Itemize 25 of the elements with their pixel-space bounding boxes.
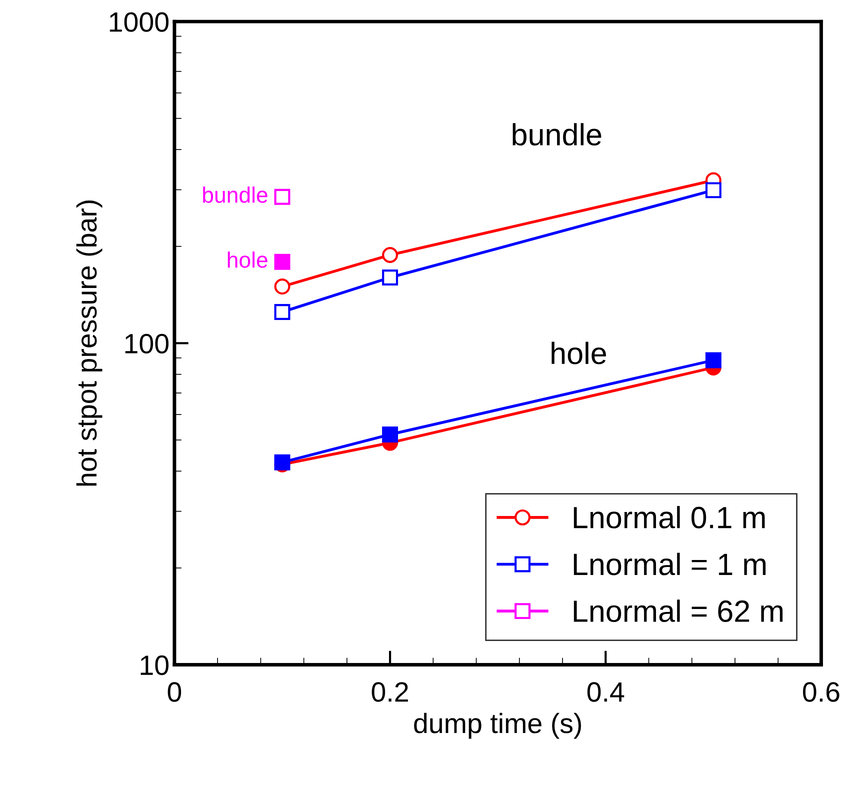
point <box>274 278 290 295</box>
point <box>274 304 290 320</box>
point <box>382 426 398 442</box>
x-tick-label: 0.4 <box>587 682 624 702</box>
legend-label: Lnormal = 62 m <box>574 600 783 622</box>
point <box>274 188 290 205</box>
annotation: hole <box>552 342 606 364</box>
annotation: bundle <box>512 123 602 146</box>
annotation: bundle <box>203 186 268 203</box>
legend-label: Lnormal = 1 m <box>574 552 766 576</box>
point <box>705 182 722 198</box>
point <box>382 270 398 286</box>
x-tick-label: 0 <box>168 682 182 702</box>
point <box>274 254 290 270</box>
x-tick-label: 0.6 <box>802 682 840 702</box>
annotation: hole <box>228 251 268 268</box>
y-tick-label: 10 <box>140 655 169 676</box>
x-axis-title: dump time (s) <box>414 712 582 739</box>
y-tick-label: 100 <box>125 334 169 354</box>
point <box>705 352 722 368</box>
y-tick-label: 1000 <box>110 12 169 32</box>
point <box>382 247 398 263</box>
y-axis-title: hot stpot pressure (bar) <box>76 200 102 486</box>
x-tick-label: 0.2 <box>372 682 408 702</box>
legend-label: Lnormal 0.1 m <box>574 506 765 528</box>
